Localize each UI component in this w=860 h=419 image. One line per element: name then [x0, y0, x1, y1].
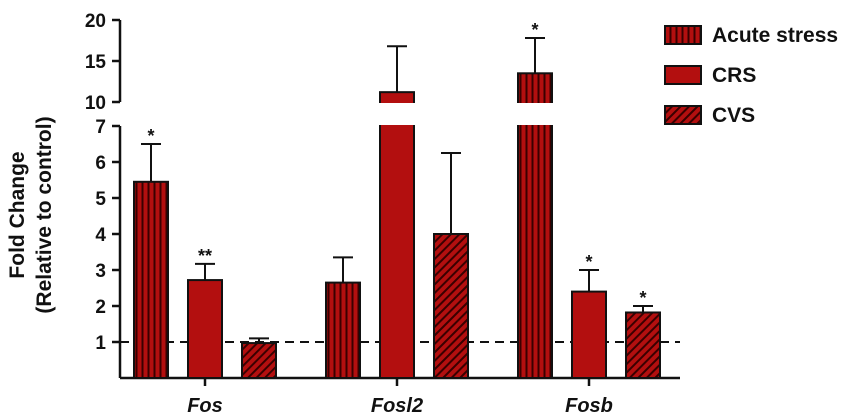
significance-label: * — [147, 126, 154, 146]
x-category-label: Fos — [187, 395, 223, 417]
significance-label: * — [585, 252, 592, 272]
y-axis-label-line-1: Fold Change — [6, 151, 29, 278]
bar — [433, 233, 469, 379]
y-axis-label: Fold Change (Relative to control) — [6, 116, 56, 313]
y-tick-label: 7 — [95, 117, 106, 138]
bar — [241, 342, 277, 379]
legend-swatch — [664, 105, 702, 125]
significance-label: * — [531, 20, 538, 40]
legend-swatch — [664, 25, 702, 45]
legend-label: CVS — [712, 104, 755, 127]
y-tick-label: 10 — [85, 93, 106, 114]
significance-label: ** — [198, 246, 212, 266]
y-tick-label: 15 — [85, 52, 107, 73]
y-tick-label: 4 — [95, 225, 106, 246]
legend: Acute stress CRS CVS — [664, 24, 838, 127]
y-tick-label: 2 — [95, 297, 106, 318]
y-tick-label: 6 — [95, 153, 106, 174]
bar — [187, 279, 223, 379]
y-tick-label: 20 — [85, 11, 106, 32]
y-tick-label: 1 — [95, 333, 106, 354]
bar — [133, 180, 169, 379]
axis-break-gap — [378, 103, 416, 125]
bar — [571, 290, 607, 380]
bar — [325, 281, 361, 380]
y-axis-label-line-2: (Relative to control) — [33, 116, 56, 313]
legend-label: Acute stress — [712, 24, 838, 47]
significance-label: * — [639, 288, 646, 308]
axis-break-gap — [516, 103, 554, 125]
x-category-label: Fosb — [565, 395, 613, 417]
x-category-label: Fosl2 — [371, 395, 423, 417]
y-tick-label: 3 — [95, 261, 106, 282]
bar — [379, 91, 415, 379]
bar — [625, 311, 661, 380]
y-tick-label: 5 — [95, 189, 106, 210]
legend-label: CRS — [712, 64, 756, 87]
legend-swatch — [664, 65, 702, 85]
